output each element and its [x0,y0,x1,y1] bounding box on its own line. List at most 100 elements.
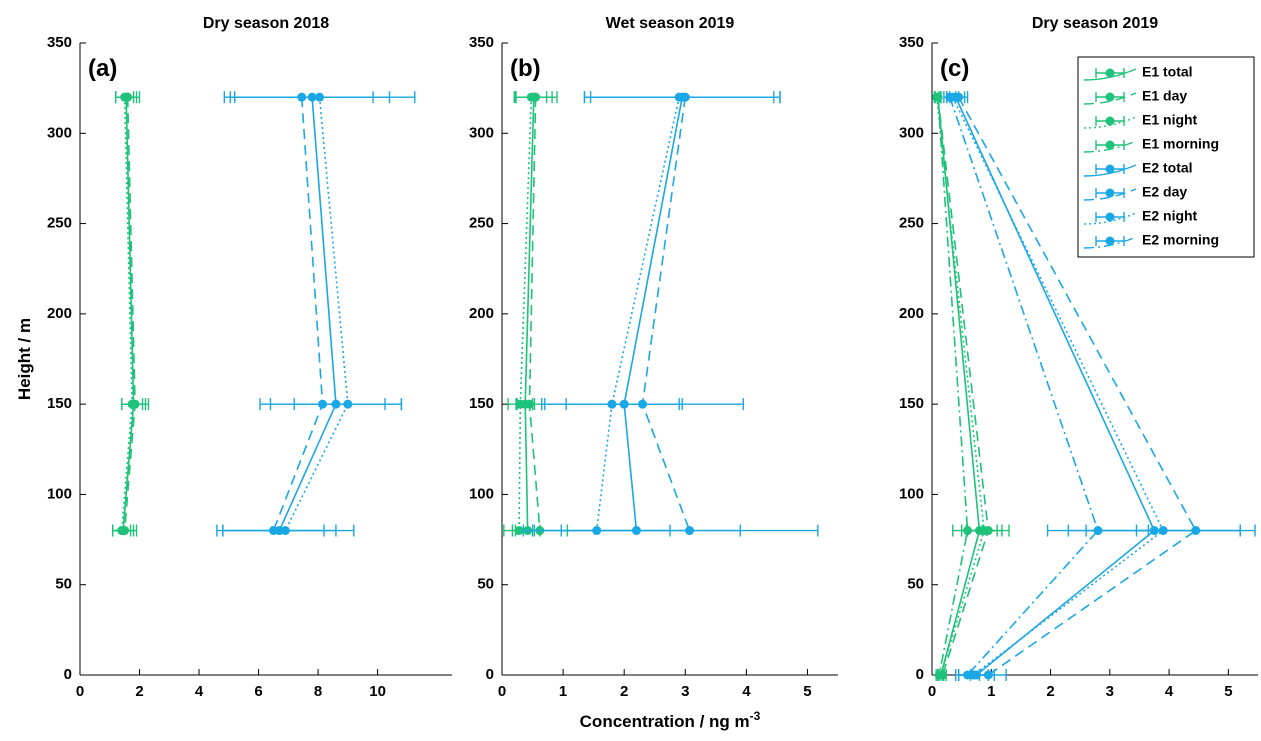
x-tick-label: 2 [1046,683,1054,700]
legend-marker [1105,164,1115,174]
series-line [518,97,533,531]
y-tick-label: 250 [899,215,924,232]
y-tick-label: 200 [469,305,494,322]
point [315,92,325,102]
y-tick-label: 300 [47,124,72,141]
y-tick-label: 250 [47,215,72,232]
legend-marker [1105,68,1115,78]
x-tick-label: 3 [1106,683,1114,700]
legend-label: E2 total [1142,160,1193,176]
x-tick-label: 4 [742,683,751,700]
point [127,399,137,409]
legend-marker [1105,140,1115,150]
x-tick-label: 1 [559,683,567,700]
y-tick-label: 100 [47,485,72,502]
x-tick-label: 5 [1224,683,1232,700]
x-axis-label-text: Concentration / ng m [580,712,750,731]
x-tick-label: 2 [620,683,628,700]
point [1158,526,1168,536]
series-line [937,97,969,676]
series-line [120,97,133,531]
panel-label: (c) [940,55,969,82]
x-axis-label-sup: -3 [750,709,761,723]
legend-marker [1105,236,1115,246]
legend-marker [1105,212,1115,222]
point [945,92,955,102]
point [963,670,973,680]
legend-marker [1105,92,1115,102]
series-line [623,97,684,531]
point [120,92,130,102]
x-tick-label: 4 [1165,683,1174,700]
legend-label: E1 morning [1142,136,1219,152]
y-tick-label: 350 [47,34,72,51]
y-tick-label: 100 [899,485,924,502]
y-tick-label: 200 [899,305,924,322]
series-line [595,97,680,531]
panel-label: (a) [88,55,117,82]
x-tick-label: 6 [254,683,262,700]
x-tick-label: 3 [681,683,689,700]
legend-label: E2 morning [1142,232,1219,248]
panel-label: (b) [510,55,541,82]
y-tick-label: 250 [469,215,494,232]
chart-title: Wet season 2019 [606,15,735,32]
y-tick-label: 0 [64,666,72,683]
x-tick-label: 0 [928,683,936,700]
point [526,92,536,102]
point [685,526,695,536]
y-tick-label: 0 [916,666,924,683]
legend-label: E2 day [1142,184,1187,200]
point [515,399,525,409]
legend-line [1083,188,1137,201]
x-tick-label: 4 [195,683,204,700]
series-line [122,97,135,531]
x-tick-label: 10 [369,683,386,700]
x-axis-label: Concentration / ng m-3 [580,709,761,731]
point [963,526,973,536]
y-tick-label: 50 [907,576,924,593]
y-tick-label: 0 [486,666,494,683]
y-tick-label: 350 [469,34,494,51]
point [592,526,602,536]
point [117,526,127,536]
y-tick-label: 50 [55,576,72,593]
x-tick-label: 5 [803,683,811,700]
point [933,92,943,102]
legend-line [1083,92,1137,105]
point [934,670,944,680]
series-line [957,96,1197,676]
x-tick-label: 1 [987,683,995,700]
y-tick-label: 200 [47,305,72,322]
y-tick-label: 150 [47,395,72,412]
series-line [641,97,691,531]
point [514,526,524,536]
y-tick-label: 50 [477,576,494,593]
y-tick-label: 150 [469,395,494,412]
series-line [528,97,541,531]
point [343,399,353,409]
point [674,92,684,102]
legend-label: E1 night [1142,112,1198,128]
x-tick-label: 2 [135,683,143,700]
y-tick-label: 350 [899,34,924,51]
y-tick-label: 150 [899,395,924,412]
series-line [278,97,337,531]
legend-label: E1 total [1142,64,1193,80]
y-tick-label: 100 [469,485,494,502]
y-axis-label: Height / m [15,318,34,400]
legend-marker [1105,116,1115,126]
point [607,399,617,409]
point [280,526,290,536]
x-tick-label: 8 [314,683,322,700]
legend-marker [1105,188,1115,198]
chart-title: Dry season 2019 [1032,15,1158,32]
legend-box [1077,56,1255,258]
x-tick-label: 0 [76,683,84,700]
point [1093,526,1103,536]
legend-label: E2 night [1142,208,1198,224]
chart-title: Dry season 2018 [203,15,329,32]
series-line [272,97,324,531]
y-tick-label: 300 [899,124,924,141]
